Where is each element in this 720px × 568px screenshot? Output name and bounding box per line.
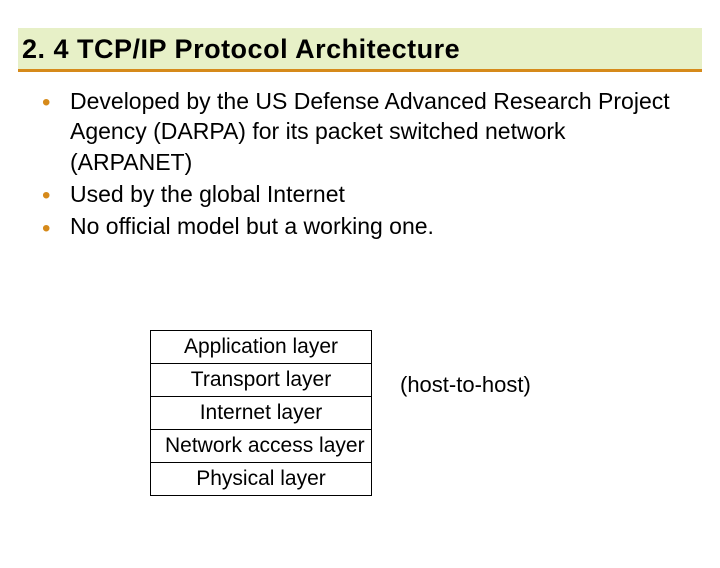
bullet-item: • Developed by the US Defense Advanced Re…: [36, 86, 684, 177]
bullet-item: • Used by the global Internet: [36, 179, 684, 209]
bullet-text: No official model but a working one.: [70, 213, 434, 239]
layer-cell: Application layer: [151, 331, 371, 364]
layer-stack: Application layerTransport layerInternet…: [150, 330, 372, 496]
layer-cell: Physical layer: [151, 463, 371, 495]
bullet-list: • Developed by the US Defense Advanced Re…: [36, 86, 684, 242]
slide-title-bar: 2. 4 TCP/IP Protocol Architecture: [18, 28, 702, 72]
layer-cell: Transport layer: [151, 364, 371, 397]
bullet-text: Used by the global Internet: [70, 181, 345, 207]
layer-annotation: (host-to-host): [400, 372, 531, 398]
slide-title: 2. 4 TCP/IP Protocol Architecture: [22, 34, 698, 65]
bullet-dot-icon: •: [42, 213, 50, 245]
bullet-dot-icon: •: [42, 180, 50, 212]
layer-cell: Network access layer: [151, 430, 371, 463]
bullet-item: •No official model but a working one.: [36, 211, 684, 241]
slide: 2. 4 TCP/IP Protocol Architecture • Devel…: [0, 28, 720, 568]
slide-body: • Developed by the US Defense Advanced Re…: [0, 72, 720, 242]
bullet-text: Developed by the US Defense Advanced Res…: [70, 88, 670, 175]
bullet-dot-icon: •: [42, 87, 50, 119]
layer-stack-region: Application layerTransport layerInternet…: [150, 330, 531, 496]
layer-cell: Internet layer: [151, 397, 371, 430]
